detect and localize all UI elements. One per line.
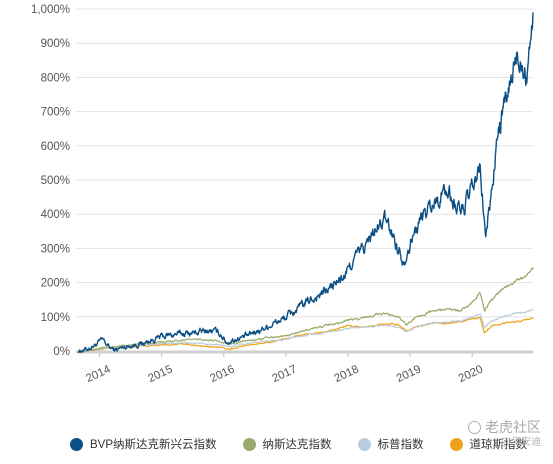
- y-tick-label: 800%: [41, 72, 70, 84]
- gridlines: [76, 8, 533, 318]
- legend-swatch-bvp-cloud: [70, 437, 83, 451]
- series-line-nasdaq: [77, 267, 534, 353]
- legend-swatch-nasdaq: [242, 437, 256, 451]
- series-line-dow-jones: [77, 316, 534, 352]
- y-tick-label: 400%: [41, 209, 70, 221]
- y-tick-label: 100%: [41, 312, 70, 324]
- y-tick-label: 1,000%: [31, 4, 70, 16]
- x-tick-label: 2018: [333, 363, 361, 385]
- series-line-sp500: [77, 308, 534, 352]
- legend-label-bvp-cloud: BVP纳斯达克新兴云指数: [90, 439, 217, 451]
- y-tick-label: 900%: [41, 38, 70, 50]
- y-tick-label: 700%: [41, 107, 70, 119]
- watermark-brand: 老虎社区: [485, 419, 541, 435]
- x-tick-label: 2015: [146, 363, 174, 385]
- watermark: 老虎社区 @何安迪: [468, 420, 541, 450]
- y-tick-label: 0%: [53, 346, 70, 358]
- legend-item-sp500[interactable]: 标普指数: [357, 436, 424, 452]
- tiger-logo-icon: [468, 421, 481, 434]
- y-axis: 0% 100% 200% 300% 400% 500% 600% 700% 800% 900% 1,…: [31, 4, 70, 358]
- x-tick-label: 2020: [457, 363, 485, 385]
- legend-label-nasdaq: 纳斯达克指数: [262, 439, 332, 451]
- y-tick-label: 600%: [41, 141, 70, 153]
- legend: BVP纳斯达克新兴云指数 纳斯达克指数 标普指数 道琼斯指数: [70, 436, 527, 452]
- line-chart: 0% 100% 200% 300% 400% 500% 600% 700% 800% 900% 1,…: [31, 4, 534, 385]
- x-tick-label: 2014: [84, 363, 113, 385]
- watermark-author: @何安迪: [500, 437, 541, 448]
- series-layer: [77, 12, 534, 354]
- x-tick-label: 2019: [395, 363, 423, 385]
- y-tick-label: 500%: [41, 175, 70, 187]
- x-axis: 2014 2015 2016 2017 2018 2019 2020: [76, 350, 533, 385]
- legend-label-dow-jones: 道琼斯指数: [469, 439, 528, 451]
- legend-swatch-dow-jones: [449, 437, 463, 451]
- x-tick-label: 2016: [208, 363, 236, 385]
- legend-item-dow-jones[interactable]: 道琼斯指数: [449, 436, 528, 452]
- series-line-bvp-cloud: [77, 12, 534, 354]
- legend-item-nasdaq[interactable]: 纳斯达克指数: [242, 436, 332, 452]
- legend-label-sp500: 标普指数: [377, 439, 424, 451]
- y-tick-label: 300%: [41, 243, 70, 255]
- x-tick-label: 2017: [270, 363, 298, 385]
- legend-swatch-sp500: [357, 437, 371, 451]
- y-tick-label: 200%: [41, 278, 70, 290]
- legend-item-bvp-cloud[interactable]: BVP纳斯达克新兴云指数: [70, 436, 217, 452]
